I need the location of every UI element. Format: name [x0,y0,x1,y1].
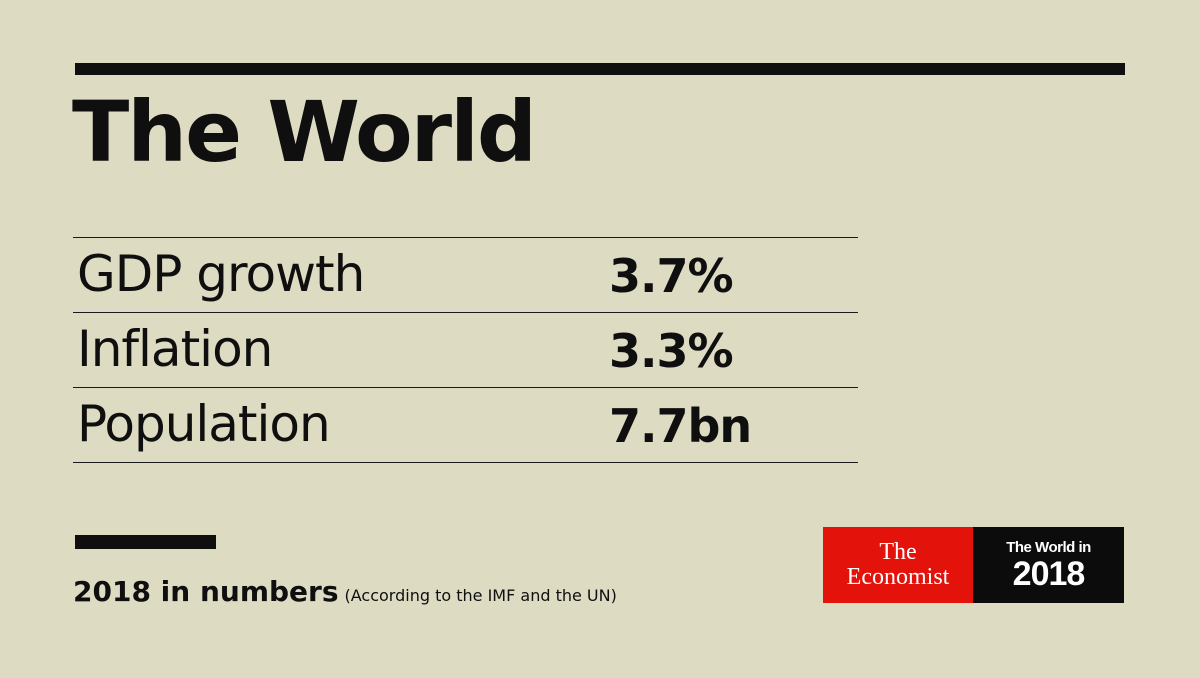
stat-row-population: Population 7.7bn [73,388,858,463]
stat-row-gdp-growth: GDP growth 3.7% [73,238,858,313]
stat-label: Inflation [77,320,273,378]
stat-value: 3.3% [609,324,734,378]
stat-label: Population [77,395,331,453]
top-rule [75,63,1125,75]
economist-logo: The Economist The World in 2018 [823,527,1124,603]
badge-year: 2018 [1012,555,1086,593]
page-title: The World [72,83,537,181]
footer-main-text: 2018 in numbers [73,575,339,608]
footer-source-note: (According to the IMF and the UN) [344,586,617,605]
footer-caption: 2018 in numbers (According to the IMF and… [73,574,617,615]
stat-value: 3.7% [609,249,734,303]
economist-wordmark: The Economist [823,527,973,603]
wordmark-line-2: Economist [846,564,950,590]
stat-row-inflation: Inflation 3.3% [73,313,858,388]
bottom-rule [75,535,216,549]
world-in-2018-badge: The World in 2018 [973,527,1124,603]
badge-line-1: The World in [1006,539,1091,556]
stats-table: GDP growth 3.7% Inflation 3.3% Populatio… [73,237,858,463]
wordmark-line-1: The [879,539,917,565]
stat-label: GDP growth [77,245,365,303]
stat-value: 7.7bn [609,399,752,453]
